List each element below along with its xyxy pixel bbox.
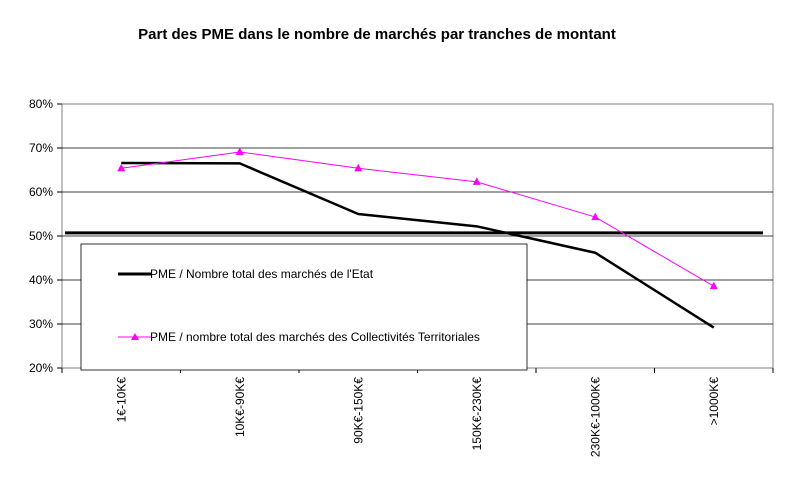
y-tick-label: 30% (29, 317, 53, 331)
chart-title: Part des PME dans le nombre de marchés p… (138, 26, 616, 43)
x-tick-label: 150K€-230K€ (470, 377, 484, 451)
series-1-point (472, 177, 481, 185)
series-1-point (709, 281, 718, 290)
y-tick-label: 60% (29, 185, 53, 199)
y-tick-label: 20% (29, 361, 53, 375)
series-1-point (591, 212, 600, 221)
legend-label-collectivites: PME / nombre total des marchés des Colle… (150, 330, 480, 344)
x-tick-label: 10K€-90K€ (233, 377, 247, 437)
series-1-point (235, 147, 244, 155)
series-layer (117, 147, 718, 329)
y-tick-label: 40% (29, 273, 53, 287)
series-1-point (117, 163, 126, 172)
legend: PME / Nombre total des marchés de l'Etat… (80, 243, 528, 371)
x-axis: 1€-10K€ 10K€-90K€ 90K€-150K€ 150K€-230K€ 230… (61, 368, 774, 457)
x-tick-label: 90K€-150K€ (351, 377, 365, 444)
series-line-0 (121, 161, 715, 329)
x-tick-label: >1000K€ (707, 377, 721, 426)
legend-box (80, 243, 528, 371)
series-line-1 (121, 151, 715, 287)
y-axis: 80% 70% 60% 50% 40% 30% 20% (29, 97, 62, 375)
legend-marker-collectivites (131, 333, 139, 340)
y-tick-label: 70% (29, 141, 53, 155)
series-1-point (354, 163, 363, 172)
legend-label-etat: PME / Nombre total des marchés de l'Etat (150, 267, 374, 281)
y-tick-label: 80% (29, 97, 53, 111)
x-tick-label: 230K€-1000K€ (588, 377, 602, 457)
y-tick-label: 50% (29, 229, 53, 243)
x-tick-label: 1€-10K€ (114, 377, 128, 423)
